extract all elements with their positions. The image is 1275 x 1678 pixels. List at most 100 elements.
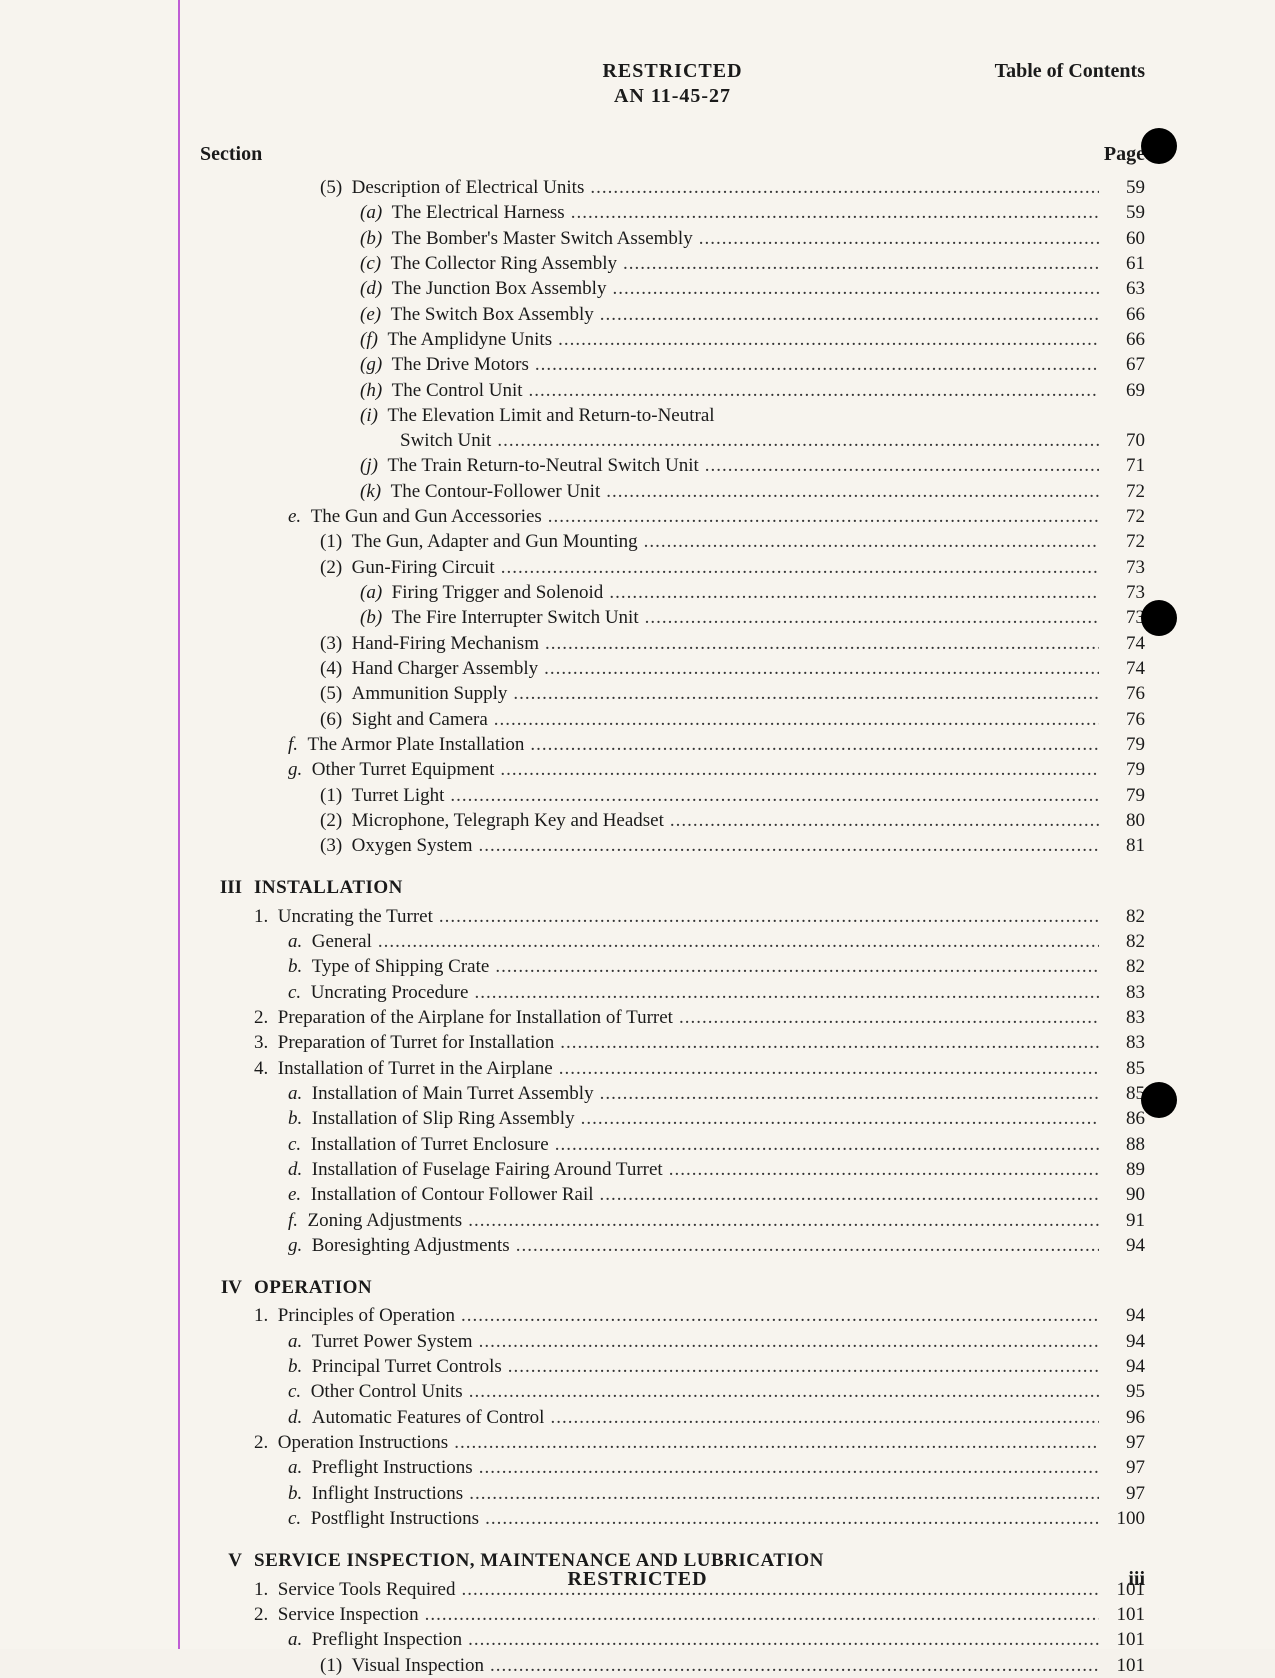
toc-leader-dots xyxy=(612,277,1099,301)
toc-entry-page: 72 xyxy=(1105,505,1145,529)
toc-entry: (1) Turret Light79 xyxy=(200,784,1145,808)
toc-entry-page: 61 xyxy=(1105,252,1145,276)
toc-entry: (g) The Drive Motors67 xyxy=(200,353,1145,377)
toc-entry-label: (2) xyxy=(320,809,352,833)
toc-leader-dots xyxy=(559,1057,1099,1081)
toc-entry-label: (5) xyxy=(320,682,352,706)
toc-leader-dots xyxy=(461,1304,1099,1328)
toc-entry-label: (2) xyxy=(320,556,352,580)
toc-entry: f. Zoning Adjustments91 xyxy=(200,1209,1145,1233)
toc-entry-page: 82 xyxy=(1105,905,1145,929)
toc-entry-title: The Elevation Limit and Return-to-Neutra… xyxy=(387,404,714,428)
toc-entry: (3) Hand-Firing Mechanism74 xyxy=(200,632,1145,656)
toc-entry-label: b. xyxy=(288,1355,312,1379)
toc-entry-title: Ammunition Supply xyxy=(352,682,508,706)
toc-leader-dots xyxy=(600,1082,1099,1106)
toc-leader-dots xyxy=(461,1578,1099,1602)
toc-leader-dots xyxy=(439,905,1099,929)
toc-leader-dots xyxy=(535,353,1099,377)
toc-entry-label: (d) xyxy=(360,277,392,301)
punch-hole-icon xyxy=(1141,128,1177,164)
toc-entry-title: Gun-Firing Circuit xyxy=(352,556,495,580)
binding-line xyxy=(178,0,180,1649)
toc-entry-page: 74 xyxy=(1105,632,1145,656)
toc-entry-label: (h) xyxy=(360,379,392,403)
document-number: AN 11-45-27 xyxy=(200,85,1145,108)
toc-entry-title: Installation of Turret in the Airplane xyxy=(278,1057,553,1081)
toc-entry-page: 95 xyxy=(1105,1380,1145,1404)
section-roman: V xyxy=(200,1549,242,1573)
toc-entry: (6) Sight and Camera76 xyxy=(200,708,1145,732)
toc-entry-page: 66 xyxy=(1105,303,1145,327)
toc-leader-dots xyxy=(555,1133,1099,1157)
toc-entry-label: c. xyxy=(288,1507,311,1531)
toc-entry-label: 1. xyxy=(254,1578,278,1602)
toc-entry-title: The Bomber's Master Switch Assembly xyxy=(392,227,693,251)
toc-entry-title: The Gun, Adapter and Gun Mounting xyxy=(352,530,638,554)
toc-entry-label: f. xyxy=(288,733,308,757)
toc-entry-label: (k) xyxy=(360,480,391,504)
toc-entry-page: 83 xyxy=(1105,1031,1145,1055)
toc-leader-dots xyxy=(571,201,1099,225)
toc-leader-dots xyxy=(548,505,1099,529)
toc-entry-title: Postflight Instructions xyxy=(311,1507,479,1531)
toc-entry: (2) Microphone, Telegraph Key and Headse… xyxy=(200,809,1145,833)
toc-entry: g. Boresighting Adjustments94 xyxy=(200,1234,1145,1258)
toc-entry: 2. Operation Instructions97 xyxy=(200,1431,1145,1455)
toc-entry: (e) The Switch Box Assembly66 xyxy=(200,303,1145,327)
toc-entry-page: 66 xyxy=(1105,328,1145,352)
header-right-label: Table of Contents xyxy=(995,60,1145,83)
toc-entry-page: 97 xyxy=(1105,1431,1145,1455)
toc-entry-title: Boresighting Adjustments xyxy=(312,1234,510,1258)
toc-leader-dots xyxy=(645,606,1099,630)
toc-entry-title: Inflight Instructions xyxy=(312,1482,463,1506)
toc-entry-label: (j) xyxy=(360,454,387,478)
toc-entry: b. Inflight Instructions97 xyxy=(200,1482,1145,1506)
toc-entry-label: (b) xyxy=(360,606,392,630)
toc-entry-page: 97 xyxy=(1105,1482,1145,1506)
toc-entry-page: 76 xyxy=(1105,708,1145,732)
toc-entry: (b) The Bomber's Master Switch Assembly6… xyxy=(200,227,1145,251)
toc-entry-page: 94 xyxy=(1105,1234,1145,1258)
toc-entry-title: Installation of Turret Enclosure xyxy=(311,1133,549,1157)
toc-entry-label: (6) xyxy=(320,708,352,732)
toc-leader-dots xyxy=(490,1654,1099,1678)
toc-entry: (j) The Train Return-to-Neutral Switch U… xyxy=(200,454,1145,478)
toc-entry-title: Installation of Fuselage Fairing Around … xyxy=(312,1158,663,1182)
toc-leader-dots xyxy=(513,682,1099,706)
toc-entry-label: b. xyxy=(288,955,312,979)
toc-entry-title: The Amplidyne Units xyxy=(387,328,552,352)
toc-entry: (5) Description of Electrical Units59 xyxy=(200,176,1145,200)
toc-entry-title: The Switch Box Assembly xyxy=(391,303,594,327)
toc-leader-dots xyxy=(558,328,1099,352)
toc-entry: (i) The Elevation Limit and Return-to-Ne… xyxy=(200,404,1145,428)
toc-leader-dots xyxy=(530,733,1099,757)
toc-leader-dots xyxy=(497,429,1099,453)
toc-entry-page: 94 xyxy=(1105,1330,1145,1354)
toc-entry-title: Principal Turret Controls xyxy=(312,1355,502,1379)
toc-entry: f. The Armor Plate Installation79 xyxy=(200,733,1145,757)
toc-leader-dots xyxy=(500,758,1099,782)
toc-entry-title: The Fire Interrupter Switch Unit xyxy=(392,606,639,630)
toc-entry-page: 88 xyxy=(1105,1133,1145,1157)
toc-leader-dots xyxy=(516,1234,1099,1258)
toc-entry-label: e. xyxy=(288,505,311,529)
toc-entry-title: Oxygen System xyxy=(352,834,473,858)
toc-entry-page: 85 xyxy=(1105,1057,1145,1081)
toc-entry-page: 94 xyxy=(1105,1355,1145,1379)
toc-entry: (h) The Control Unit69 xyxy=(200,379,1145,403)
toc-entry-page: 97 xyxy=(1105,1456,1145,1480)
toc-entry-label: (c) xyxy=(360,252,391,276)
toc-entry: d. Installation of Fuselage Fairing Arou… xyxy=(200,1158,1145,1182)
toc-entry-label: (1) xyxy=(320,530,352,554)
toc-entry-label: c. xyxy=(288,981,311,1005)
table-of-contents: (5) Description of Electrical Units59(a)… xyxy=(200,176,1145,1678)
toc-entry-page: 60 xyxy=(1105,227,1145,251)
toc-leader-dots xyxy=(669,1158,1099,1182)
toc-leader-dots xyxy=(469,1380,1099,1404)
toc-entry-page: 83 xyxy=(1105,1006,1145,1030)
toc-entry-label: (3) xyxy=(320,632,352,656)
toc-entry-title: Service Tools Required xyxy=(278,1578,456,1602)
toc-entry: d. Automatic Features of Control96 xyxy=(200,1406,1145,1430)
toc-entry-title: Uncrating Procedure xyxy=(311,981,469,1005)
